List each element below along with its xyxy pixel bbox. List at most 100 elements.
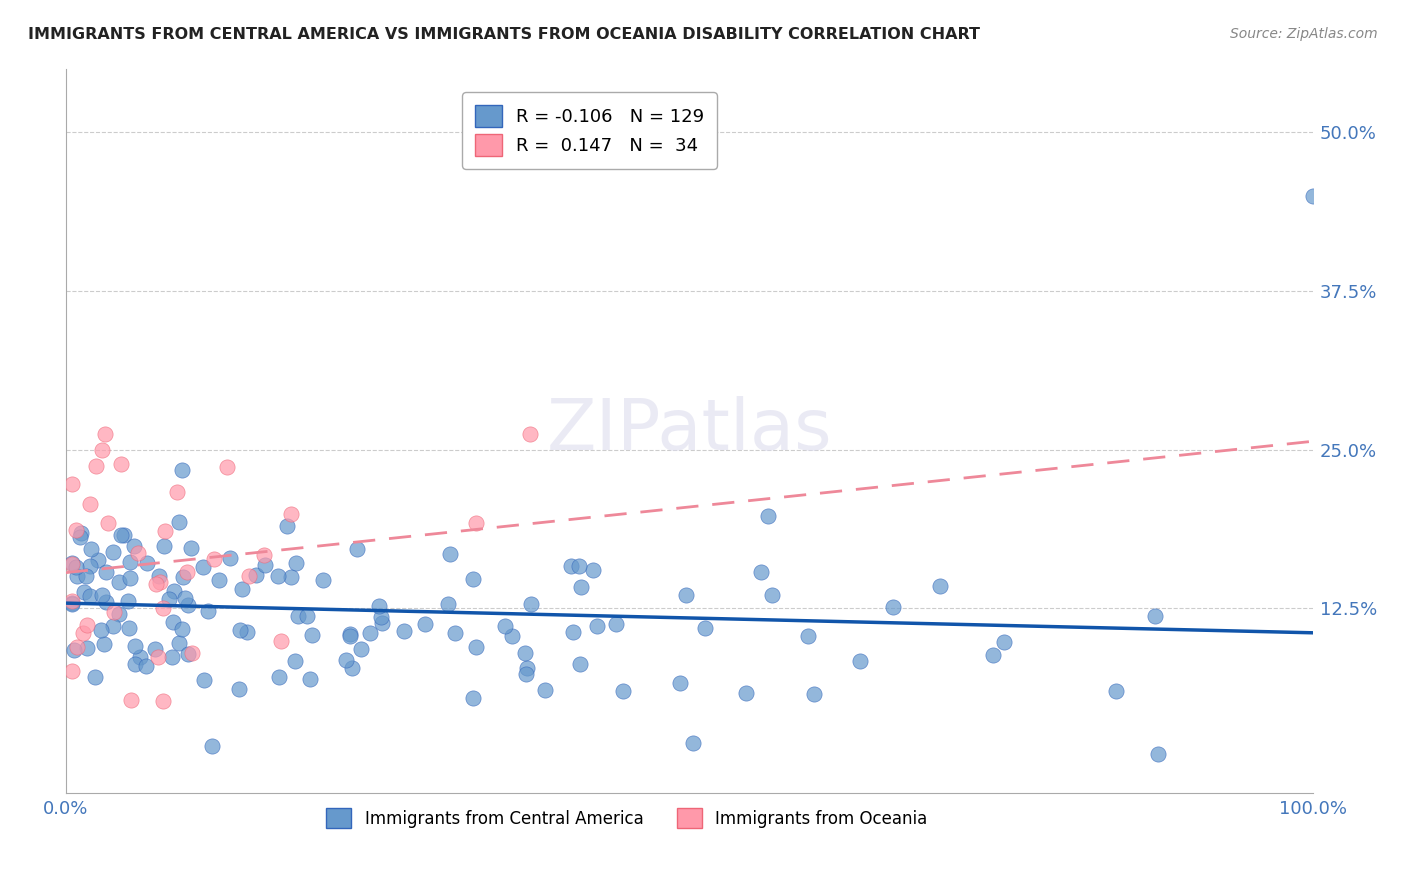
- Point: [127, 546, 149, 560]
- Point: [803, 687, 825, 701]
- Point: [413, 616, 436, 631]
- Point: [162, 584, 184, 599]
- Point: [66, 568, 89, 582]
- Point: [153, 524, 176, 538]
- Point: [359, 625, 381, 640]
- Point: [90, 442, 112, 457]
- Point: [157, 592, 180, 607]
- Point: [60, 596, 83, 610]
- Point: [568, 558, 591, 573]
- Point: [761, 588, 783, 602]
- Point: [181, 646, 204, 660]
- Point: [335, 653, 357, 667]
- Point: [682, 736, 704, 750]
- Point: [69, 525, 91, 540]
- Point: [339, 629, 361, 643]
- Point: [143, 641, 166, 656]
- Point: [107, 607, 129, 621]
- Point: [267, 670, 290, 684]
- Point: [464, 516, 486, 530]
- Point: [72, 626, 94, 640]
- Point: [342, 660, 364, 674]
- Point: [145, 576, 167, 591]
- Point: [124, 657, 146, 671]
- Point: [298, 672, 321, 686]
- Point: [124, 639, 146, 653]
- Point: [675, 588, 697, 602]
- Point: [170, 463, 193, 477]
- Point: [569, 657, 592, 672]
- Point: [612, 683, 634, 698]
- Point: [193, 560, 215, 574]
- Point: [346, 541, 368, 556]
- Point: [79, 559, 101, 574]
- Point: [287, 609, 309, 624]
- Point: [101, 544, 124, 558]
- Point: [76, 618, 98, 632]
- Point: [280, 569, 302, 583]
- Point: [929, 579, 952, 593]
- Point: [146, 649, 169, 664]
- Point: [534, 682, 557, 697]
- Point: [197, 604, 219, 618]
- Point: [695, 621, 717, 635]
- Point: [118, 621, 141, 635]
- Point: [94, 427, 117, 442]
- Point: [152, 694, 174, 708]
- Point: [120, 693, 142, 707]
- Point: [76, 641, 98, 656]
- Point: [219, 551, 242, 566]
- Point: [62, 664, 84, 678]
- Point: [166, 484, 188, 499]
- Point: [201, 739, 224, 753]
- Point: [1143, 608, 1166, 623]
- Point: [65, 559, 87, 574]
- Point: [202, 551, 225, 566]
- Point: [65, 523, 87, 537]
- Point: [63, 642, 86, 657]
- Point: [60, 594, 83, 608]
- Point: [101, 619, 124, 633]
- Point: [110, 528, 132, 542]
- Point: [280, 507, 302, 521]
- Point: [167, 635, 190, 649]
- Point: [152, 601, 174, 615]
- Point: [797, 629, 820, 643]
- Point: [371, 616, 394, 631]
- Point: [367, 599, 389, 613]
- Text: ZIPatlas: ZIPatlas: [547, 396, 832, 465]
- Point: [103, 605, 125, 619]
- Point: [91, 588, 114, 602]
- Point: [1147, 747, 1170, 761]
- Point: [60, 476, 83, 491]
- Point: [756, 508, 779, 523]
- Text: IMMIGRANTS FROM CENTRAL AMERICA VS IMMIGRANTS FROM OCEANIA DISABILITY CORRELATIO: IMMIGRANTS FROM CENTRAL AMERICA VS IMMIG…: [28, 27, 980, 42]
- Point: [122, 539, 145, 553]
- Point: [84, 458, 107, 473]
- Point: [235, 624, 257, 639]
- Point: [444, 625, 467, 640]
- Text: Source: ZipAtlas.com: Source: ZipAtlas.com: [1230, 27, 1378, 41]
- Point: [228, 623, 250, 637]
- Point: [174, 591, 197, 605]
- Point: [569, 580, 592, 594]
- Point: [1302, 188, 1324, 202]
- Point: [208, 573, 231, 587]
- Point: [297, 609, 319, 624]
- Point: [177, 647, 200, 661]
- Point: [135, 556, 157, 570]
- Point: [519, 427, 541, 442]
- Point: [79, 497, 101, 511]
- Point: [149, 574, 172, 589]
- Point: [515, 667, 537, 681]
- Point: [276, 519, 298, 533]
- Point: [172, 622, 194, 636]
- Point: [252, 549, 274, 563]
- Point: [285, 556, 308, 570]
- Point: [437, 597, 460, 611]
- Point: [394, 624, 416, 638]
- Point: [465, 640, 488, 655]
- Point: [370, 609, 392, 624]
- Point: [562, 624, 585, 639]
- Point: [231, 582, 253, 596]
